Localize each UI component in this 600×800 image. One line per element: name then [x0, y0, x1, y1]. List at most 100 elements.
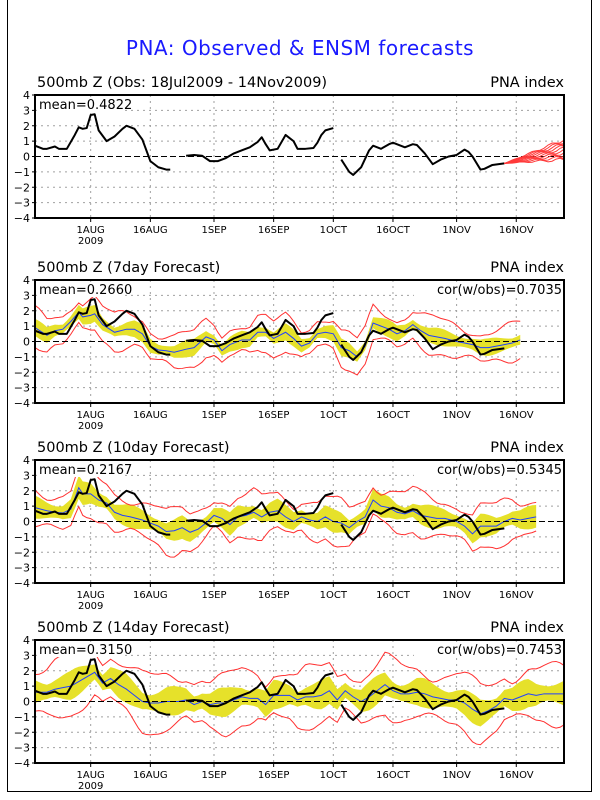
- y-tick-label: 0: [23, 516, 30, 529]
- x-tick-label: 16SEP: [258, 225, 289, 236]
- x-tick-year-label: 2009: [78, 781, 103, 792]
- panel-1: 500mb Z (Obs: 18Jul2009 - 14Nov2009) PNA …: [14, 75, 565, 247]
- y-tick-label: 2: [23, 665, 30, 678]
- mean-label: mean=0.2660: [39, 283, 132, 298]
- y-tick-label: 0: [23, 696, 30, 709]
- x-tick-label: 16OCT: [376, 770, 411, 781]
- observed-line: [186, 312, 334, 348]
- x-tick-label: 1OCT: [320, 590, 348, 601]
- x-tick-label: 16SEP: [258, 590, 289, 601]
- x-tick-label: 16OCT: [376, 225, 411, 236]
- x-tick-label: 16AUG: [133, 770, 168, 781]
- member-forecast-line: [504, 157, 565, 164]
- x-tick-label: 16NOV: [499, 225, 534, 236]
- x-tick-label: 16NOV: [499, 410, 534, 421]
- spread-band: [35, 664, 564, 727]
- member-forecast-line: [504, 139, 565, 164]
- y-tick-label: −4: [14, 757, 30, 770]
- envelope-lower-line: [34, 694, 565, 746]
- ensemble-mean-line: [35, 671, 564, 715]
- observed-line: [340, 506, 505, 541]
- panel-4: 500mb Z (14day Forecast) PNA index 4 3 2 1 0 −1…: [14, 620, 565, 792]
- mean-label-bg: [38, 97, 122, 112]
- panel-2: 500mb Z (7day Forecast) PNA index 4 3 2 1 0 −1 −…: [14, 260, 565, 432]
- main-title: PNA: Observed & ENSM forecasts: [125, 36, 475, 60]
- y-tick-label: −2: [14, 726, 30, 739]
- y-tick-label: −1: [14, 711, 30, 724]
- ensemble-mean-line: [34, 311, 521, 358]
- x-tick-label: 1AUG: [77, 770, 105, 781]
- y-tick-label: 0: [23, 151, 30, 164]
- observed-line: [340, 326, 505, 361]
- x-tick-label: 16OCT: [376, 410, 411, 421]
- x-tick-label: 16AUG: [133, 410, 168, 421]
- x-tick-label: 16SEP: [258, 770, 289, 781]
- y-tick-label: −1: [14, 351, 30, 364]
- x-tick-label: 1SEP: [201, 770, 226, 781]
- panel-title: 500mb Z (14day Forecast): [37, 620, 230, 636]
- correlation-label-bg: [414, 642, 562, 657]
- y-tick-label: 2: [23, 485, 30, 498]
- observed-line: [186, 672, 334, 708]
- x-tick-label: 1OCT: [320, 225, 348, 236]
- mean-label-bg: [38, 282, 122, 297]
- panel-right-title: PNA index: [490, 75, 564, 91]
- observed-line: [34, 478, 171, 536]
- panel-3: 500mb Z (10day Forecast) PNA index 4 3 2 1 0 −1…: [14, 440, 565, 612]
- panel-right-title: PNA index: [490, 260, 564, 276]
- envelope-lower-line: [34, 505, 537, 558]
- y-tick-label: −3: [14, 382, 30, 395]
- correlation-label-bg: [414, 462, 562, 477]
- y-tick-label: 3: [23, 289, 30, 302]
- correlation-label: cor(w/obs)=0.5345: [437, 463, 562, 478]
- x-tick-label: 1NOV: [442, 590, 471, 601]
- x-tick-label: 1SEP: [201, 225, 226, 236]
- x-tick-label: 1SEP: [201, 590, 226, 601]
- y-tick-label: −4: [14, 212, 30, 225]
- x-tick-label: 1OCT: [320, 770, 348, 781]
- x-tick-label: 16AUG: [133, 225, 168, 236]
- y-tick-label: 3: [23, 649, 30, 662]
- y-tick-label: −1: [14, 166, 30, 179]
- x-tick-label: 1SEP: [201, 410, 226, 421]
- envelope-upper-line: [34, 294, 521, 340]
- y-tick-label: 2: [23, 305, 30, 318]
- x-tick-label: 16AUG: [133, 590, 168, 601]
- x-tick-label: 16SEP: [258, 410, 289, 421]
- y-tick-label: −4: [14, 577, 30, 590]
- y-tick-label: 1: [23, 680, 30, 693]
- x-tick-label: 1OCT: [320, 410, 348, 421]
- y-tick-label: 4: [23, 454, 30, 467]
- y-tick-label: 1: [23, 320, 30, 333]
- observed-line: [340, 686, 505, 721]
- y-tick-label: −2: [14, 546, 30, 559]
- spread-band: [35, 475, 537, 544]
- mean-label: mean=0.2167: [39, 463, 132, 478]
- panel-title: 500mb Z (7day Forecast): [37, 260, 220, 276]
- y-tick-label: 4: [23, 274, 30, 287]
- correlation-label-bg: [414, 282, 562, 297]
- x-tick-year-label: 2009: [78, 601, 103, 612]
- x-tick-year-label: 2009: [78, 236, 103, 247]
- x-tick-label: 1AUG: [77, 410, 105, 421]
- observed-line: [34, 658, 171, 716]
- x-tick-label: 16OCT: [376, 590, 411, 601]
- correlation-label: cor(w/obs)=0.7035: [437, 283, 562, 298]
- x-tick-label: 1NOV: [442, 410, 471, 421]
- observed-line: [34, 113, 171, 171]
- mean-label-bg: [38, 462, 122, 477]
- panel-title: 500mb Z (Obs: 18Jul2009 - 14Nov2009): [37, 75, 327, 91]
- mean-label-bg: [38, 642, 122, 657]
- x-tick-label: 16NOV: [499, 590, 534, 601]
- member-forecast-line: [504, 145, 565, 164]
- x-tick-year-label: 2009: [78, 421, 103, 432]
- y-tick-label: 1: [23, 500, 30, 513]
- y-tick-label: −4: [14, 397, 30, 410]
- x-tick-label: 1AUG: [77, 225, 105, 236]
- y-tick-label: −3: [14, 197, 30, 210]
- y-tick-label: −3: [14, 742, 30, 755]
- envelope-lower-line: [34, 321, 521, 376]
- y-tick-label: 4: [23, 634, 30, 647]
- observed-line: [186, 492, 334, 528]
- x-tick-label: 1NOV: [442, 225, 471, 236]
